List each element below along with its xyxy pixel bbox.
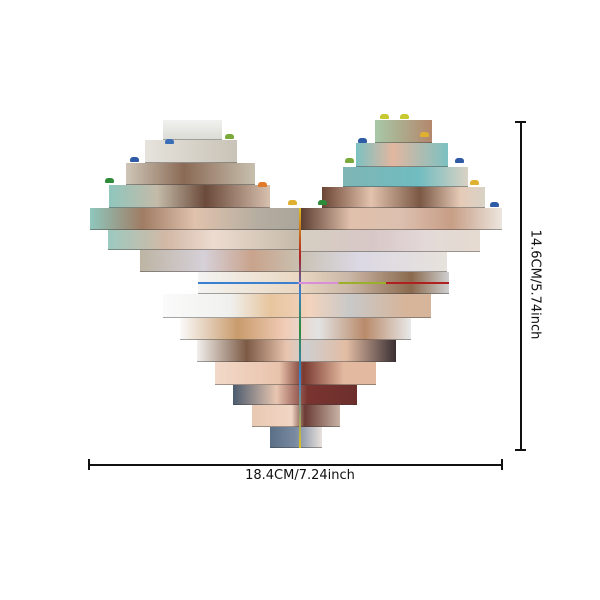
height-label: 14.6CM/5.74inch — [527, 229, 543, 340]
brick-row — [197, 340, 396, 362]
brick-stud — [380, 114, 389, 119]
height-tick-bottom — [515, 449, 526, 451]
height-dimension-line — [520, 121, 522, 450]
brick-stud — [345, 158, 354, 163]
brick-row — [145, 140, 237, 163]
brick-row — [140, 250, 300, 272]
brick-row — [252, 405, 340, 427]
color-seam — [198, 282, 449, 284]
brick-stud — [130, 157, 139, 162]
brick-row — [163, 294, 431, 318]
brick-row — [270, 427, 322, 448]
brick-stud — [225, 134, 234, 139]
brick-row — [126, 163, 255, 185]
brick-stud — [470, 180, 479, 185]
width-dimension-line — [88, 464, 502, 466]
brick-row — [233, 385, 357, 405]
brick-row — [300, 230, 480, 252]
brick-stud — [400, 114, 409, 119]
brick-row — [109, 185, 270, 208]
brick-row — [300, 252, 447, 272]
brick-row — [356, 143, 448, 167]
brick-row — [90, 208, 300, 230]
brick-stud — [490, 202, 499, 207]
width-tick-right — [501, 459, 503, 470]
brick-stud — [358, 138, 367, 143]
height-tick-top — [515, 121, 526, 123]
brick-stud — [288, 200, 297, 205]
brick-stud — [105, 178, 114, 183]
brick-row — [180, 318, 411, 340]
brick-row — [300, 208, 502, 230]
brick-row — [215, 362, 376, 385]
brick-stud — [258, 182, 267, 187]
center-seam — [299, 208, 301, 448]
brick-row — [322, 187, 485, 208]
brick-stud — [318, 200, 327, 205]
brick-row — [163, 120, 222, 140]
width-tick-left — [88, 459, 90, 470]
width-label: 18.4CM/7.24inch — [245, 468, 355, 483]
brick-row — [343, 167, 468, 187]
brick-stud — [420, 132, 429, 137]
brick-row — [108, 230, 300, 250]
brick-stud — [455, 158, 464, 163]
brick-row — [375, 120, 432, 143]
brick-stud — [165, 139, 174, 144]
